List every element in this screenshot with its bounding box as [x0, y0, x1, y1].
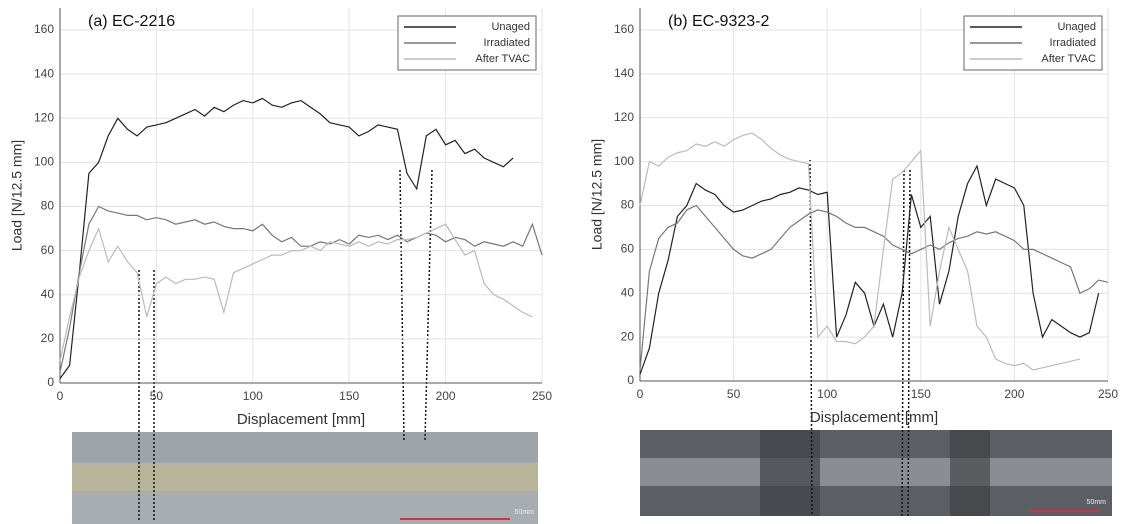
- x-axis-label: Displacement [mm]: [810, 409, 938, 426]
- panel: 0 20 40 60 80 100 120 140 160 0 50 100 150 200 250 Disp…: [589, 8, 1118, 506]
- legend-label: After TVAC: [1041, 53, 1096, 65]
- data-line: [639, 164, 1100, 375]
- y-tick-label: 60: [41, 243, 55, 257]
- data-line: [639, 204, 1109, 371]
- x-tick-label: 200: [1004, 387, 1024, 401]
- scale-bar-label: 50mm: [515, 509, 535, 516]
- x-tick-label: 250: [1098, 387, 1118, 401]
- x-tick-label: 0: [637, 387, 644, 401]
- y-tick-label: 0: [47, 375, 54, 389]
- y-tick-label: 20: [41, 331, 55, 345]
- legend-label: Irradiated: [484, 37, 530, 49]
- y-tick-label: 120: [34, 110, 54, 124]
- y-tick-label: 0: [627, 373, 634, 387]
- y-tick-label: 160: [614, 22, 634, 36]
- photo-a: [72, 432, 538, 524]
- x-tick-label: 50: [150, 389, 164, 403]
- x-tick-label: 100: [817, 387, 837, 401]
- panel: 0 20 40 60 80 100 120 140 160 0 50 100 150 200 250 Disp…: [9, 8, 552, 516]
- connectors: [138, 159, 911, 520]
- y-tick-label: 140: [614, 66, 634, 80]
- x-tick-label: 150: [339, 389, 359, 403]
- data-line: [639, 132, 1081, 371]
- y-tick-label: 60: [621, 242, 635, 256]
- y-tick-label: 20: [621, 329, 635, 343]
- y-tick-label: 80: [41, 199, 55, 213]
- y-axis-label: Load [N/12.5 mm]: [9, 140, 25, 251]
- x-axis-label: Displacement [mm]: [237, 411, 365, 428]
- data-line: [59, 205, 543, 373]
- legend-label: Irradiated: [1050, 37, 1096, 49]
- data-line: [59, 97, 514, 379]
- legend-label: After TVAC: [475, 53, 530, 65]
- y-axis-label: Load [N/12.5 mm]: [589, 139, 605, 250]
- x-tick-label: 0: [57, 389, 64, 403]
- x-tick-label: 200: [436, 389, 456, 403]
- data-line: [59, 223, 533, 362]
- legend-label: Unaged: [1057, 21, 1096, 33]
- x-tick-label: 250: [532, 389, 552, 403]
- x-tick-label: 150: [911, 387, 931, 401]
- y-tick-label: 160: [34, 22, 54, 36]
- x-tick-label: 100: [243, 389, 263, 403]
- y-tick-label: 100: [614, 154, 634, 168]
- y-tick-label: 40: [621, 285, 635, 299]
- y-tick-label: 100: [34, 155, 54, 169]
- chart-title: (b) EC-9323-2: [668, 13, 769, 30]
- y-tick-label: 40: [41, 287, 55, 301]
- y-tick-label: 80: [621, 198, 635, 212]
- x-tick-label: 50: [727, 387, 741, 401]
- photo-b: [640, 430, 1112, 516]
- y-tick-label: 120: [614, 110, 634, 124]
- y-tick-label: 140: [34, 66, 54, 80]
- chart-title: (a) EC-2216: [88, 13, 175, 30]
- scale-bar-label: 50mm: [1087, 499, 1107, 506]
- legend-label: Unaged: [491, 21, 530, 33]
